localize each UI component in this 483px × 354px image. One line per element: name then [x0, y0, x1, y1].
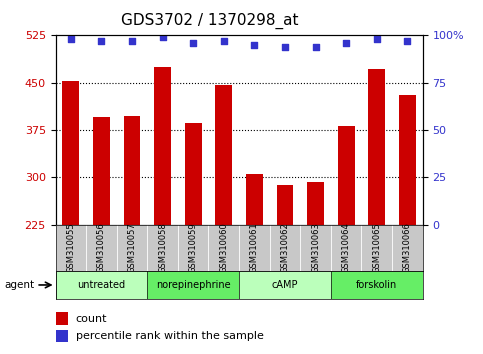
- Text: GSM310063: GSM310063: [311, 222, 320, 273]
- Bar: [56, 313, 69, 325]
- Bar: [124, 116, 141, 225]
- Text: count: count: [76, 314, 107, 324]
- Text: GSM310066: GSM310066: [403, 222, 412, 273]
- Bar: [56, 330, 69, 342]
- Point: [312, 44, 319, 50]
- Bar: [154, 67, 171, 225]
- Text: GSM310061: GSM310061: [250, 222, 259, 273]
- Bar: [62, 81, 79, 225]
- Point: [281, 44, 289, 50]
- Bar: [399, 95, 416, 225]
- Point: [403, 38, 411, 44]
- Point: [220, 38, 227, 44]
- Text: GSM310057: GSM310057: [128, 222, 137, 273]
- Text: forskolin: forskolin: [356, 280, 398, 290]
- Bar: [369, 69, 385, 225]
- Text: GSM310056: GSM310056: [97, 222, 106, 273]
- Text: GSM310059: GSM310059: [189, 222, 198, 273]
- Bar: [239, 271, 331, 299]
- Text: GSM310064: GSM310064: [341, 222, 351, 273]
- Point: [159, 34, 167, 40]
- Text: percentile rank within the sample: percentile rank within the sample: [76, 331, 264, 341]
- Text: GSM310065: GSM310065: [372, 222, 381, 273]
- Point: [98, 38, 105, 44]
- Bar: [338, 126, 355, 225]
- Bar: [331, 271, 423, 299]
- Bar: [246, 174, 263, 225]
- Point: [189, 40, 197, 46]
- Text: GSM310055: GSM310055: [66, 222, 75, 273]
- Text: agent: agent: [5, 280, 35, 290]
- Text: GDS3702 / 1370298_at: GDS3702 / 1370298_at: [121, 12, 299, 29]
- Point: [128, 38, 136, 44]
- Point: [251, 42, 258, 48]
- Point: [373, 36, 381, 42]
- Text: GSM310058: GSM310058: [158, 222, 167, 273]
- Bar: [215, 85, 232, 225]
- Point: [67, 36, 75, 42]
- Bar: [93, 118, 110, 225]
- Bar: [307, 183, 324, 225]
- Bar: [56, 271, 147, 299]
- Text: norepinephrine: norepinephrine: [156, 280, 230, 290]
- Text: GSM310062: GSM310062: [281, 222, 289, 273]
- Bar: [185, 122, 201, 225]
- Text: untreated: untreated: [77, 280, 126, 290]
- Text: cAMP: cAMP: [272, 280, 298, 290]
- Bar: [147, 271, 239, 299]
- Point: [342, 40, 350, 46]
- Bar: [277, 185, 293, 225]
- Text: GSM310060: GSM310060: [219, 222, 228, 273]
